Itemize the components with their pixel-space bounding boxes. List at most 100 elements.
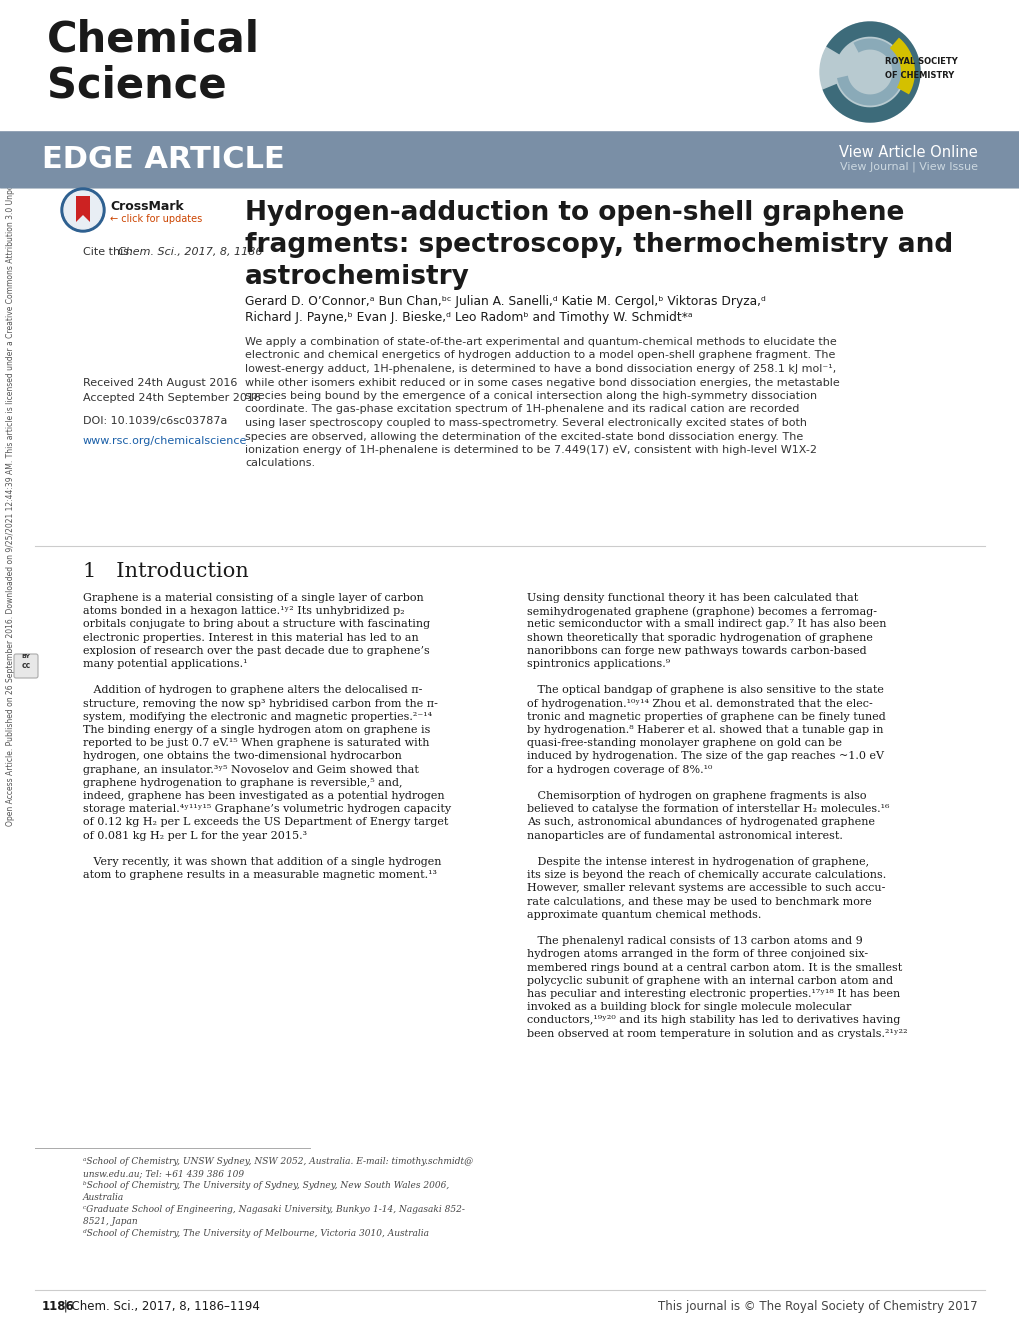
Text: ROYAL SOCIETY: ROYAL SOCIETY (884, 57, 957, 67)
Text: many potential applications.¹: many potential applications.¹ (83, 659, 248, 669)
Text: This journal is © The Royal Society of Chemistry 2017: This journal is © The Royal Society of C… (657, 1300, 977, 1314)
Text: Cite this:: Cite this: (83, 247, 136, 258)
Text: quasi-free-standing monolayer graphene on gold can be: quasi-free-standing monolayer graphene o… (527, 738, 841, 748)
Text: electronic properties. Interest in this material has led to an: electronic properties. Interest in this … (83, 633, 419, 642)
Text: graphene hydrogenation to graphane is reversible,⁵ and,: graphene hydrogenation to graphane is re… (83, 778, 403, 788)
Text: ᶜGraduate School of Engineering, Nagasaki University, Bunkyo 1-14, Nagasaki 852-: ᶜGraduate School of Engineering, Nagasak… (83, 1206, 465, 1214)
Text: of hydrogenation.¹⁰ʸ¹⁴ Zhou et al. demonstrated that the elec-: of hydrogenation.¹⁰ʸ¹⁴ Zhou et al. demon… (527, 698, 872, 709)
Text: ionization energy of 1H-phenalene is determined to be 7.449(17) eV, consistent w: ionization energy of 1H-phenalene is det… (245, 445, 816, 455)
Text: Chemisorption of hydrogen on graphene fragments is also: Chemisorption of hydrogen on graphene fr… (527, 792, 866, 801)
Text: system, modifying the electronic and magnetic properties.²⁻¹⁴: system, modifying the electronic and mag… (83, 712, 432, 722)
Text: for a hydrogen coverage of 8%.¹⁰: for a hydrogen coverage of 8%.¹⁰ (527, 765, 711, 774)
Text: Open Access Article. Published on 26 September 2016. Downloaded on 9/25/2021 12:: Open Access Article. Published on 26 Sep… (6, 135, 15, 825)
Text: atom to graphene results in a measurable magnetic moment.¹³: atom to graphene results in a measurable… (83, 870, 436, 880)
Text: hydrogen atoms arranged in the form of three conjoined six-: hydrogen atoms arranged in the form of t… (527, 949, 867, 960)
Text: OF CHEMISTRY: OF CHEMISTRY (884, 71, 954, 80)
Text: View Article Online: View Article Online (839, 146, 977, 160)
Text: The phenalenyl radical consists of 13 carbon atoms and 9: The phenalenyl radical consists of 13 ca… (527, 936, 862, 947)
Text: Richard J. Payne,ᵇ Evan J. Bieske,ᵈ Leo Radomᵇ and Timothy W. Schmidt*ᵃ: Richard J. Payne,ᵇ Evan J. Bieske,ᵈ Leo … (245, 311, 692, 324)
Text: | Chem. Sci., 2017, 8, 1186–1194: | Chem. Sci., 2017, 8, 1186–1194 (60, 1300, 260, 1314)
Text: Very recently, it was shown that addition of a single hydrogen: Very recently, it was shown that additio… (83, 857, 441, 866)
Polygon shape (76, 196, 90, 222)
Text: has peculiar and interesting electronic properties.¹⁷ʸ¹⁸ It has been: has peculiar and interesting electronic … (527, 989, 900, 999)
Circle shape (819, 21, 919, 121)
Text: reported to be just 0.7 eV.¹⁵ When graphene is saturated with: reported to be just 0.7 eV.¹⁵ When graph… (83, 738, 429, 748)
Text: membered rings bound at a central carbon atom. It is the smallest: membered rings bound at a central carbon… (527, 963, 902, 973)
Text: graphane, an insulator.³ʸ⁵ Novoselov and Geim showed that: graphane, an insulator.³ʸ⁵ Novoselov and… (83, 765, 419, 774)
Text: Chem. Sci., 2017, 8, 1186: Chem. Sci., 2017, 8, 1186 (118, 247, 262, 258)
Text: ← click for updates: ← click for updates (110, 214, 202, 224)
Bar (0, 129, 1019, 188)
Text: We apply a combination of state-of-the-art experimental and quantum-chemical met: We apply a combination of state-of-the-a… (245, 336, 836, 347)
Text: 1   Introduction: 1 Introduction (83, 562, 249, 581)
Text: approximate quantum chemical methods.: approximate quantum chemical methods. (527, 909, 760, 920)
Text: BY: BY (21, 654, 31, 658)
Text: EDGE ARTICLE: EDGE ARTICLE (42, 144, 284, 174)
Text: nanoribbons can forge new pathways towards carbon-based: nanoribbons can forge new pathways towar… (527, 646, 866, 655)
Text: believed to catalyse the formation of interstellar H₂ molecules.¹⁶: believed to catalyse the formation of in… (527, 804, 889, 814)
Text: atoms bonded in a hexagon lattice.¹ʸ² Its unhybridized p₂: atoms bonded in a hexagon lattice.¹ʸ² It… (83, 606, 405, 617)
Text: Australia: Australia (83, 1193, 124, 1202)
Text: conductors,¹⁹ʸ²⁰ and its high stability has led to derivatives having: conductors,¹⁹ʸ²⁰ and its high stability … (527, 1016, 900, 1025)
Text: tronic and magnetic properties of graphene can be finely tuned: tronic and magnetic properties of graphe… (527, 712, 884, 722)
Text: nanoparticles are of fundamental astronomical interest.: nanoparticles are of fundamental astrono… (527, 830, 842, 841)
Text: Hydrogen-adduction to open-shell graphene: Hydrogen-adduction to open-shell graphen… (245, 200, 904, 226)
Text: ᵃSchool of Chemistry, UNSW Sydney, NSW 2052, Australia. E-mail: timothy.schmidt@: ᵃSchool of Chemistry, UNSW Sydney, NSW 2… (83, 1157, 473, 1165)
Text: Chemical: Chemical (47, 17, 260, 60)
Text: astrochemistry: astrochemistry (245, 264, 470, 290)
Text: fragments: spectroscopy, thermochemistry and: fragments: spectroscopy, thermochemistry… (245, 232, 953, 258)
Text: 1186: 1186 (42, 1300, 74, 1314)
Circle shape (61, 188, 105, 232)
Text: its size is beyond the reach of chemically accurate calculations.: its size is beyond the reach of chemical… (527, 870, 886, 880)
Text: species are observed, allowing the determination of the excited-state bond disso: species are observed, allowing the deter… (245, 431, 803, 442)
Text: orbitals conjugate to bring about a structure with fascinating: orbitals conjugate to bring about a stru… (83, 619, 430, 629)
Text: Despite the intense interest in hydrogenation of graphene,: Despite the intense interest in hydrogen… (527, 857, 868, 866)
Text: hydrogen, one obtains the two-dimensional hydrocarbon: hydrogen, one obtains the two-dimensiona… (83, 752, 401, 761)
Text: ᵇSchool of Chemistry, The University of Sydney, Sydney, New South Wales 2006,: ᵇSchool of Chemistry, The University of … (83, 1181, 448, 1189)
Text: netic semiconductor with a small indirect gap.⁷ It has also been: netic semiconductor with a small indirec… (527, 619, 886, 629)
Text: by hydrogenation.⁸ Haberer et al. showed that a tunable gap in: by hydrogenation.⁸ Haberer et al. showed… (527, 725, 882, 736)
Text: polycyclic subunit of graphene with an internal carbon atom and: polycyclic subunit of graphene with an i… (527, 976, 893, 985)
Text: using laser spectroscopy coupled to mass-spectrometry. Several electronically ex: using laser spectroscopy coupled to mass… (245, 418, 806, 429)
Text: 8521, Japan: 8521, Japan (83, 1218, 138, 1226)
Text: CrossMark: CrossMark (110, 199, 183, 212)
Text: electronic and chemical energetics of hydrogen adduction to a model open-shell g: electronic and chemical energetics of hy… (245, 351, 835, 360)
Text: rate calculations, and these may be used to benchmark more: rate calculations, and these may be used… (527, 897, 871, 906)
Text: Received 24th August 2016: Received 24th August 2016 (83, 378, 237, 388)
Text: The binding energy of a single hydrogen atom on graphene is: The binding energy of a single hydrogen … (83, 725, 430, 736)
FancyBboxPatch shape (14, 654, 38, 678)
Text: shown theoretically that sporadic hydrogenation of graphene: shown theoretically that sporadic hydrog… (527, 633, 872, 642)
Text: of 0.081 kg H₂ per L for the year 2015.³: of 0.081 kg H₂ per L for the year 2015.³ (83, 830, 307, 841)
Text: induced by hydrogenation. The size of the gap reaches ~1.0 eV: induced by hydrogenation. The size of th… (527, 752, 883, 761)
Text: Gerard D. O’Connor,ᵃ Bun Chan,ᵇᶜ Julian A. Sanelli,ᵈ Katie M. Cergol,ᵇ Viktoras : Gerard D. O’Connor,ᵃ Bun Chan,ᵇᶜ Julian … (245, 295, 765, 308)
Circle shape (64, 191, 102, 230)
Text: ᵈSchool of Chemistry, The University of Melbourne, Victoria 3010, Australia: ᵈSchool of Chemistry, The University of … (83, 1230, 429, 1238)
Text: spintronics applications.⁹: spintronics applications.⁹ (527, 659, 669, 669)
Text: cc: cc (21, 662, 31, 670)
Text: Using density functional theory it has been calculated that: Using density functional theory it has b… (527, 593, 857, 603)
Text: www.rsc.org/chemicalscience: www.rsc.org/chemicalscience (83, 437, 248, 446)
Text: However, smaller relevant systems are accessible to such accu-: However, smaller relevant systems are ac… (527, 884, 884, 893)
Text: coordinate. The gas-phase excitation spectrum of 1H-phenalene and its radical ca: coordinate. The gas-phase excitation spe… (245, 405, 799, 414)
Text: explosion of research over the past decade due to graphene’s: explosion of research over the past deca… (83, 646, 429, 655)
Text: Addition of hydrogen to graphene alters the delocalised π-: Addition of hydrogen to graphene alters … (83, 685, 422, 696)
Text: structure, removing the now sp³ hybridised carbon from the π-: structure, removing the now sp³ hybridis… (83, 698, 437, 709)
Text: while other isomers exhibit reduced or in some cases negative bond dissociation : while other isomers exhibit reduced or i… (245, 378, 839, 387)
Text: calculations.: calculations. (245, 458, 315, 469)
Text: storage material.⁴ʸ¹¹ʸ¹⁵ Graphane’s volumetric hydrogen capacity: storage material.⁴ʸ¹¹ʸ¹⁵ Graphane’s volu… (83, 804, 450, 814)
Text: As such, astronomical abundances of hydrogenated graphene: As such, astronomical abundances of hydr… (527, 817, 874, 828)
Text: lowest-energy adduct, 1H-phenalene, is determined to have a bond dissociation en: lowest-energy adduct, 1H-phenalene, is d… (245, 364, 836, 374)
Text: View Journal | View Issue: View Journal | View Issue (840, 162, 977, 172)
Text: indeed, graphene has been investigated as a potential hydrogen: indeed, graphene has been investigated a… (83, 792, 444, 801)
Text: unsw.edu.au; Tel: +61 439 386 109: unsw.edu.au; Tel: +61 439 386 109 (83, 1169, 244, 1177)
Text: The optical bandgap of graphene is also sensitive to the state: The optical bandgap of graphene is also … (527, 685, 883, 696)
Text: been observed at room temperature in solution and as crystals.²¹ʸ²²: been observed at room temperature in sol… (527, 1028, 907, 1039)
Text: Graphene is a material consisting of a single layer of carbon: Graphene is a material consisting of a s… (83, 593, 423, 603)
Text: semihydrogenated graphene (graphone) becomes a ferromag-: semihydrogenated graphene (graphone) bec… (527, 606, 876, 617)
Text: invoked as a building block for single molecule molecular: invoked as a building block for single m… (527, 1003, 851, 1012)
Text: Science: Science (47, 65, 226, 107)
Text: of 0.12 kg H₂ per L exceeds the US Department of Energy target: of 0.12 kg H₂ per L exceeds the US Depar… (83, 817, 448, 828)
Text: Accepted 24th September 2016: Accepted 24th September 2016 (83, 392, 261, 403)
Text: species being bound by the emergence of a conical intersection along the high-sy: species being bound by the emergence of … (245, 391, 816, 400)
Text: DOI: 10.1039/c6sc03787a: DOI: 10.1039/c6sc03787a (83, 417, 227, 426)
